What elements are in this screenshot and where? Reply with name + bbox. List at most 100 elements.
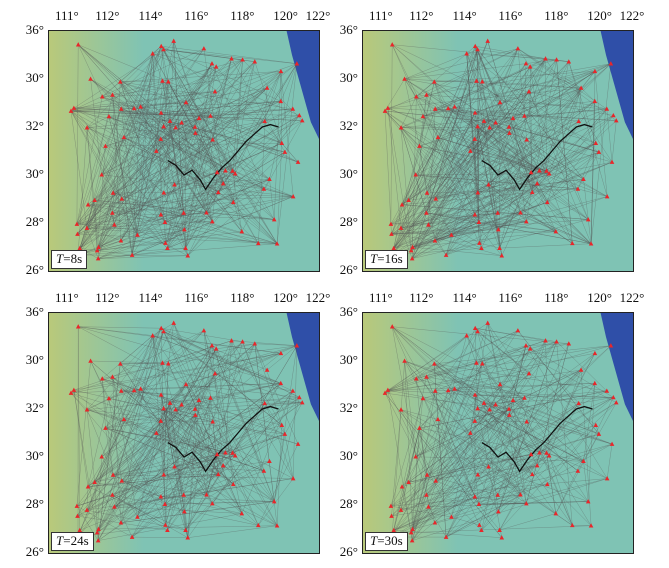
station-marker [475, 406, 480, 411]
station-marker [426, 222, 431, 227]
lon-tick-label: 111° [369, 8, 393, 23]
station-marker [452, 386, 457, 391]
lat-tick-label: 26° [339, 262, 358, 277]
station-marker [171, 38, 177, 43]
station-marker [534, 181, 540, 186]
station-marker [92, 197, 97, 203]
station-marker [468, 148, 473, 153]
station-marker [398, 125, 404, 130]
lon-tick-label: 122° [619, 290, 645, 305]
station-marker [213, 64, 219, 69]
station-marker [388, 221, 394, 226]
station-marker [271, 217, 277, 222]
station-marker [208, 113, 213, 118]
station-marker [522, 395, 527, 400]
station-marker [290, 194, 296, 199]
station-marker [487, 407, 492, 412]
station-marker [472, 136, 478, 141]
station-marker [77, 245, 83, 251]
station-marker [399, 484, 405, 489]
station-marker [223, 168, 228, 173]
station-marker [526, 371, 532, 376]
station-marker [229, 338, 234, 343]
station-marker [413, 454, 418, 459]
station-marker [385, 387, 391, 392]
station-marker [161, 406, 166, 411]
station-marker [472, 392, 478, 397]
station-marker [507, 412, 512, 417]
station-marker [611, 394, 616, 400]
station-marker [290, 388, 296, 393]
station-marker [185, 253, 191, 258]
station-marker [443, 252, 449, 257]
station-marker [479, 245, 484, 251]
ocean [286, 313, 319, 421]
station-marker [99, 94, 105, 99]
station-marker [389, 513, 394, 518]
station-marker [290, 476, 296, 481]
station-marker [71, 105, 77, 110]
station-marker [71, 387, 77, 392]
lon-tick-label: 120° [273, 8, 298, 23]
map-canvas [363, 31, 633, 271]
station-marker [474, 78, 479, 83]
station-marker [581, 176, 586, 182]
station-marker [232, 171, 238, 176]
tomography-map: T=30s [362, 312, 634, 554]
station-marker [182, 509, 187, 514]
station-marker [165, 245, 170, 251]
period-value: =24s [63, 533, 89, 548]
station-marker [410, 526, 415, 531]
station-marker [543, 338, 548, 343]
ray-paths [70, 322, 303, 541]
station-marker [267, 458, 272, 464]
station-marker [585, 217, 591, 222]
station-marker [95, 538, 101, 543]
station-marker [278, 380, 284, 386]
station-marker [613, 400, 619, 405]
station-marker [240, 57, 245, 62]
lon-tick-label: 118° [230, 8, 255, 23]
station-marker [96, 526, 101, 531]
station-marker [424, 210, 429, 215]
station-marker [158, 43, 164, 49]
station-marker [524, 137, 530, 142]
station-marker [604, 194, 610, 199]
station-marker [543, 56, 548, 61]
station-marker [570, 522, 575, 528]
station-marker [119, 196, 125, 201]
lon-tick-label: 116° [184, 8, 209, 23]
station-marker [420, 113, 426, 119]
tomography-map: T=16s [362, 30, 634, 272]
station-marker [173, 407, 178, 412]
lat-tick-label: 36° [25, 22, 44, 37]
station-marker [85, 202, 91, 207]
station-marker [295, 441, 301, 446]
station-marker [94, 530, 100, 535]
lon-tick-label: 120° [273, 290, 298, 305]
station-marker [432, 520, 438, 525]
station-marker [576, 400, 582, 406]
ray-paths [384, 41, 617, 259]
station-marker [210, 219, 215, 224]
station-marker [160, 78, 165, 83]
station-marker [588, 523, 594, 528]
station-marker [382, 390, 388, 395]
lon-tick-label: 112° [95, 8, 120, 23]
station-marker [183, 100, 189, 105]
stations [382, 320, 619, 543]
station-marker [474, 360, 479, 365]
station-marker [408, 530, 414, 535]
station-marker [162, 501, 168, 506]
ocean [286, 31, 319, 139]
lat-tick-label: 32° [25, 400, 44, 415]
station-marker [529, 471, 535, 477]
station-marker [256, 240, 261, 246]
station-marker [215, 189, 221, 195]
station-marker [432, 79, 437, 84]
station-marker [167, 400, 173, 405]
period-value: =16s [377, 251, 403, 266]
station-marker [424, 92, 429, 97]
station-marker [609, 441, 615, 446]
station-marker [135, 232, 140, 237]
